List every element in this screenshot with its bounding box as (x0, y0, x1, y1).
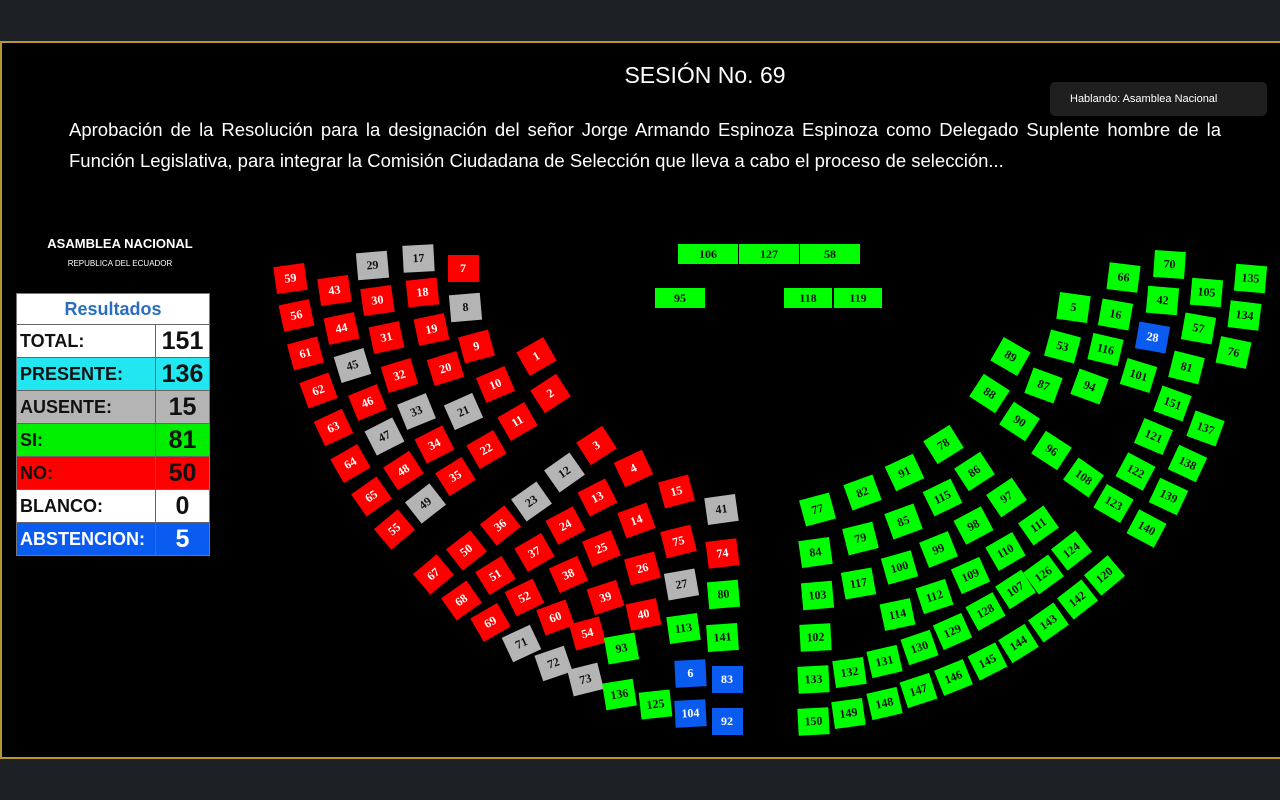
speaking-indicator: Hablando: Asamblea Nacional (1050, 82, 1267, 116)
motion-description: Aprobación de la Resolución para la desi… (69, 119, 1221, 171)
seat-19: 19 (413, 312, 449, 346)
seat-117: 117 (840, 567, 876, 599)
seat-136: 136 (601, 678, 637, 710)
seat-80: 80 (706, 579, 740, 609)
seat-56: 56 (278, 298, 314, 332)
seat-141: 141 (705, 622, 739, 652)
results-table: Resultados TOTAL: 151 PRESENTE: 136 AUSENTE:… (16, 293, 210, 556)
seat-149: 149 (830, 697, 866, 729)
seat-132: 132 (831, 656, 867, 688)
results-value: 151 (161, 327, 204, 355)
seat-74: 74 (704, 537, 740, 569)
seat-40: 40 (625, 597, 661, 631)
results-value: 15 (168, 393, 197, 421)
seat-125: 125 (638, 688, 672, 720)
results-row-presente: PRESENTE: 136 (17, 357, 209, 390)
seat-44: 44 (323, 311, 359, 345)
seat-76: 76 (1215, 335, 1251, 369)
seat-134: 134 (1226, 299, 1262, 331)
seat-16: 16 (1097, 298, 1133, 330)
organization-header: ASAMBLEA NACIONAL REPUBLICA DEL ECUADOR (20, 236, 220, 268)
results-row-ausente: AUSENTE: 15 (17, 390, 209, 423)
results-label: SI: (17, 424, 156, 456)
results-row-blanco: BLANCO: 0 (17, 489, 209, 522)
seat-31: 31 (368, 320, 404, 354)
seat-17: 17 (401, 243, 435, 273)
seat-84: 84 (797, 536, 833, 568)
seat-7: 7 (447, 254, 479, 282)
seat-119: 119 (834, 288, 882, 308)
seat-150: 150 (796, 706, 830, 736)
seat-58: 58 (800, 244, 860, 264)
seat-42: 42 (1145, 285, 1179, 315)
org-name: ASAMBLEA NACIONAL (47, 236, 193, 251)
seat-18: 18 (405, 276, 439, 308)
results-header: Resultados (17, 294, 209, 324)
results-row-abstencion: ABSTENCION: 5 (17, 522, 209, 555)
results-row-no: NO: 50 (17, 456, 209, 489)
seat-106: 106 (678, 244, 738, 264)
results-label: BLANCO: (17, 490, 156, 522)
seat-135: 135 (1233, 263, 1267, 293)
results-label: NO: (17, 457, 156, 489)
results-value: 136 (161, 360, 204, 388)
session-title: SESIÓN No. 69 (624, 62, 786, 88)
seat-103: 103 (800, 580, 834, 610)
results-label: AUSENTE: (17, 391, 156, 423)
seat-43: 43 (316, 274, 352, 306)
results-row-si: SI: 81 (17, 423, 209, 456)
results-value: 81 (168, 426, 197, 454)
seat-27: 27 (663, 568, 699, 600)
seat-104: 104 (673, 698, 707, 728)
results-label: ABSTENCION: (17, 523, 156, 555)
seat-92: 92 (711, 707, 743, 735)
seat-57: 57 (1180, 312, 1216, 344)
seat-127: 127 (739, 244, 799, 264)
results-value: 0 (175, 492, 190, 520)
seat-114: 114 (879, 597, 915, 631)
seat-113: 113 (665, 612, 701, 644)
seat-95: 95 (655, 288, 705, 308)
results-label: PRESENTE: (17, 358, 156, 390)
seat-30: 30 (359, 284, 395, 316)
seat-29: 29 (355, 250, 389, 280)
org-subtitle: REPUBLICA DEL ECUADOR (67, 259, 173, 268)
results-value: 5 (175, 525, 190, 553)
results-row-total: TOTAL: 151 (17, 324, 209, 357)
seat-59: 59 (272, 262, 308, 294)
seat-102: 102 (798, 622, 832, 652)
seat-105: 105 (1189, 277, 1223, 307)
results-label: TOTAL: (17, 325, 156, 357)
seat-66: 66 (1105, 261, 1141, 293)
results-value: 50 (168, 459, 197, 487)
seat-28: 28 (1134, 321, 1170, 353)
seat-5: 5 (1055, 291, 1091, 323)
voting-board (0, 41, 1280, 759)
seat-93: 93 (603, 632, 639, 664)
seat-83: 83 (711, 665, 743, 693)
seat-6: 6 (673, 658, 707, 688)
seat-133: 133 (796, 664, 830, 694)
seat-70: 70 (1152, 249, 1186, 279)
seat-8: 8 (448, 292, 482, 322)
seat-41: 41 (703, 493, 739, 525)
seat-118: 118 (784, 288, 832, 308)
